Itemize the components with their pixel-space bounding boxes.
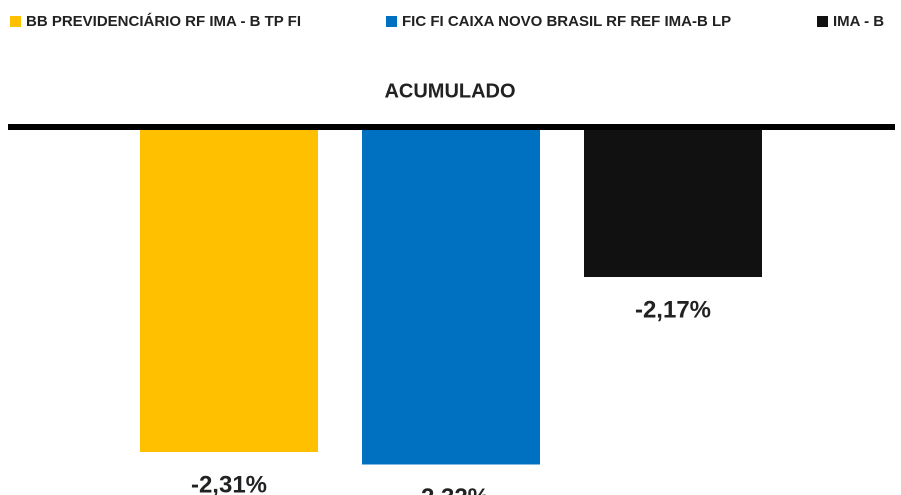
legend-swatch <box>817 16 828 27</box>
chart-title: ACUMULADO <box>384 80 515 102</box>
legend-label: FIC FI CAIXA NOVO BRASIL RF REF IMA-B LP <box>402 13 731 30</box>
bar <box>584 127 762 277</box>
bar <box>362 127 540 465</box>
value-label: -2,31% <box>191 471 267 495</box>
legend-swatch <box>10 16 21 27</box>
legend-swatch <box>386 16 397 27</box>
legend-label: IMA - B <box>833 13 884 30</box>
value-label: -2,17% <box>635 296 711 323</box>
bar <box>140 127 318 452</box>
value-label: -2,32% <box>413 484 489 495</box>
legend-label: BB PREVIDENCIÁRIO RF IMA - B TP FI <box>26 13 301 30</box>
